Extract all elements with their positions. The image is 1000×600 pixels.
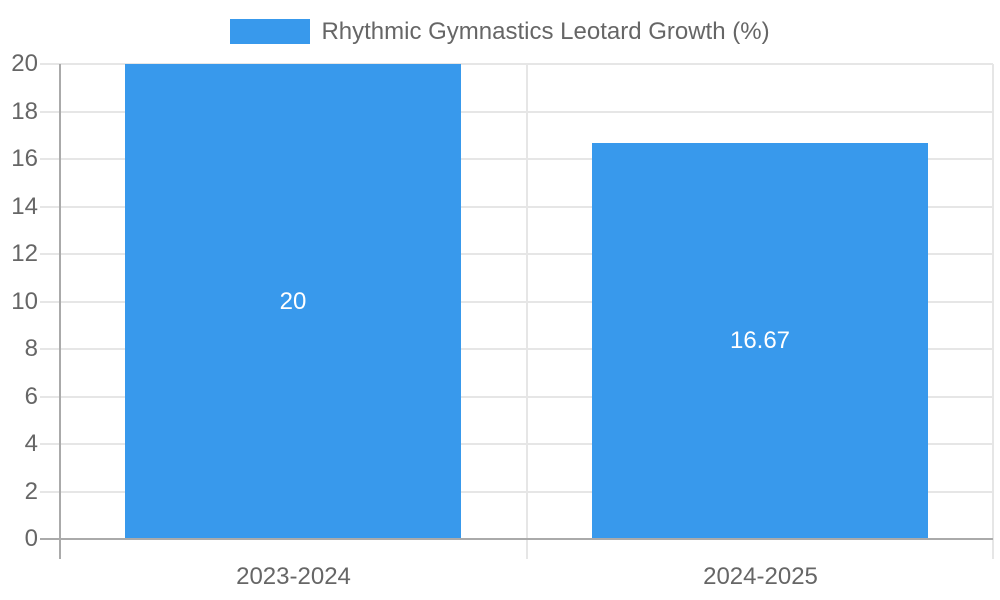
y-tick [40, 301, 60, 303]
x-tick [59, 539, 61, 559]
y-tick-label: 0 [24, 525, 38, 552]
y-tick-label: 18 [11, 98, 38, 125]
y-tick [40, 111, 60, 113]
y-tick [40, 396, 60, 398]
y-tick-label: 2 [24, 478, 38, 505]
bar-value-label: 20 [279, 288, 307, 315]
y-tick [40, 491, 60, 493]
x-gridline [59, 64, 61, 539]
legend-label: Rhythmic Gymnastics Leotard Growth (%) [321, 18, 770, 45]
y-tick [40, 63, 60, 65]
x-gridline [525, 64, 528, 539]
y-tick [40, 206, 60, 208]
y-gridline [60, 538, 993, 540]
x-tick-label: 2023-2024 [236, 563, 351, 590]
x-tick [525, 539, 528, 559]
y-tick [40, 253, 60, 255]
y-tick-label: 10 [11, 288, 38, 315]
legend-item[interactable]: Rhythmic Gymnastics Leotard Growth (%) [0, 19, 1000, 44]
y-tick-label: 12 [11, 240, 38, 267]
y-tick [40, 443, 60, 445]
y-tick-label: 4 [24, 430, 38, 457]
bar-value-label: 16.67 [729, 327, 791, 354]
x-tick [992, 539, 994, 559]
y-tick [40, 348, 60, 350]
y-tick-label: 6 [24, 383, 38, 410]
bar [125, 64, 461, 539]
y-tick-label: 8 [24, 335, 38, 362]
y-tick-label: 14 [11, 193, 38, 220]
y-tick [40, 158, 60, 160]
y-tick-label: 20 [11, 50, 38, 77]
legend-swatch [230, 19, 311, 44]
y-tick-label: 16 [11, 145, 38, 172]
x-tick-label: 2024-2025 [703, 563, 818, 590]
x-gridline [992, 64, 994, 539]
bar [592, 143, 928, 539]
y-tick [40, 538, 60, 540]
